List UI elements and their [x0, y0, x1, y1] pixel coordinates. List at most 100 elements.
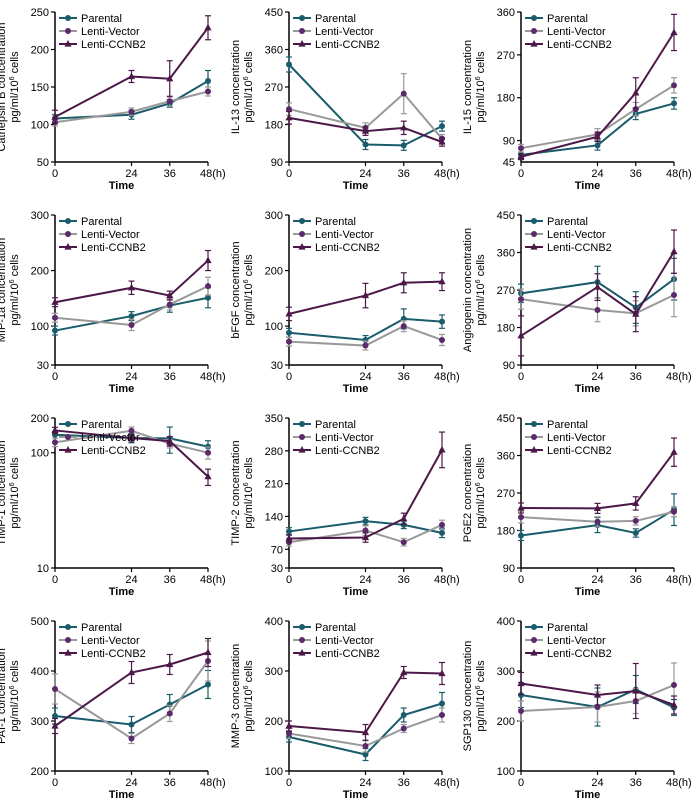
- data-point: [51, 426, 59, 434]
- y-tick-label: 30: [271, 360, 283, 372]
- y-axis-label: bFGF concentration pg/ml/106 cells: [230, 241, 255, 338]
- y-axis-label-line2: pg/ml/106 cells: [243, 457, 255, 529]
- legend-label-parental: Parental: [315, 216, 356, 228]
- series-vector: [286, 319, 445, 351]
- y-tick-label: 90: [503, 563, 515, 575]
- chart-panel-7: 10 100 200 0 24 36 48(h) Time TIMP-1 concentrati…: [0, 413, 226, 598]
- y-tick-label: 100: [265, 321, 283, 333]
- data-point: [594, 142, 601, 149]
- x-axis-label: Time: [109, 789, 134, 801]
- series-line: [54, 296, 209, 332]
- data-point: [166, 301, 173, 308]
- y-tick-label: 10: [37, 563, 49, 575]
- x-tick-label: 36: [398, 371, 410, 383]
- series-ccnb2: [517, 662, 678, 720]
- legend-marker: [65, 624, 71, 630]
- series-line: [520, 451, 675, 510]
- x-axis-label: Time: [575, 789, 600, 801]
- y-tick-label: 30: [271, 563, 283, 575]
- data-point: [517, 504, 525, 511]
- y-tick-label: 360: [265, 45, 283, 57]
- series-line: [288, 317, 443, 342]
- y-tick-label: 450: [265, 7, 283, 19]
- legend-label-parental: Parental: [547, 419, 588, 431]
- legend-marker: [530, 243, 538, 250]
- data-point: [166, 710, 173, 717]
- legend-marker: [531, 218, 537, 224]
- legend-label-vector: Lenti-Vector: [315, 26, 374, 38]
- data-point: [632, 310, 640, 317]
- legend-label-parental: Parental: [547, 13, 588, 25]
- y-axis-label-line2: pg/ml/106 cells: [9, 51, 21, 123]
- legend-label-vector: Lenti-Vector: [315, 229, 374, 241]
- data-point: [439, 700, 445, 707]
- x-tick-label: 0: [52, 777, 58, 789]
- legend-marker: [531, 421, 537, 427]
- series-line: [520, 31, 675, 158]
- legend-marker: [531, 637, 537, 643]
- x-tick-label: 36: [398, 168, 410, 180]
- y-axis-label-line1: TIMP-2 concentration: [230, 440, 242, 545]
- y-axis-label-line2: pg/ml/106 cells: [475, 660, 487, 732]
- x-tick-label: 48(h): [434, 777, 460, 789]
- data-point: [286, 329, 292, 336]
- y-tick-label: 100: [31, 448, 49, 460]
- data-point: [127, 434, 136, 441]
- data-point: [286, 61, 292, 68]
- data-point: [166, 74, 174, 82]
- y-tick-label: 180: [497, 93, 515, 105]
- y-tick-label: 270: [497, 285, 515, 297]
- data-point: [400, 668, 408, 676]
- x-tick-label: 0: [286, 574, 292, 586]
- series-line: [288, 671, 443, 734]
- legend-label-parental: Parental: [81, 216, 122, 228]
- chart-panel-11: 100 200 300 400 0 24 36 48(h) Time MMP-3 concentr…: [230, 616, 460, 801]
- x-tick-label: 36: [630, 574, 642, 586]
- y-tick-label: 270: [497, 50, 515, 62]
- legend-label-vector: Lenti-Vector: [547, 26, 606, 38]
- y-tick-label: 180: [265, 120, 283, 132]
- x-tick-label: 48(h): [666, 574, 692, 586]
- data-point: [517, 152, 525, 160]
- legend-label-ccnb2: Lenti-CCNB2: [315, 39, 380, 51]
- series-ccnb2: [51, 637, 212, 735]
- series-ccnb2: [51, 15, 212, 125]
- legend-marker: [65, 637, 71, 643]
- data-point: [166, 660, 174, 668]
- legend-marker: [299, 421, 305, 427]
- x-tick-label: 0: [286, 168, 292, 180]
- series-vector: [52, 426, 211, 460]
- data-point: [128, 721, 135, 728]
- series-line: [520, 102, 675, 156]
- y-tick-label: 90: [503, 136, 515, 148]
- series-line: [54, 660, 209, 740]
- data-point: [128, 313, 135, 320]
- series-line: [288, 702, 443, 756]
- legend-label-ccnb2: Lenti-CCNB2: [81, 445, 146, 457]
- x-tick-label: 0: [518, 777, 524, 789]
- legend-marker: [299, 218, 305, 224]
- data-point: [593, 283, 602, 290]
- chart-panel-6: 90 180 270 360 450 0 24 36 48(h) Time Angiogenin c…: [462, 210, 692, 395]
- chart-panel-5: 30 100 200 300 0 24 36 48(h) Time bFGF concentrat…: [230, 210, 460, 395]
- legend-label-ccnb2: Lenti-CCNB2: [547, 39, 612, 51]
- x-tick-label: 0: [52, 574, 58, 586]
- series-line: [520, 251, 675, 337]
- data-point: [285, 309, 293, 317]
- x-tick-label: 0: [286, 371, 292, 383]
- data-point: [128, 735, 135, 742]
- y-axis-label-line2: pg/ml/106 cells: [475, 457, 487, 529]
- y-tick-label: 200: [31, 45, 49, 57]
- x-tick-label: 0: [518, 574, 524, 586]
- legend-label-ccnb2: Lenti-CCNB2: [81, 242, 146, 254]
- legend-marker: [299, 15, 305, 21]
- data-point: [400, 539, 407, 546]
- series-line: [54, 259, 209, 304]
- legend-marker: [531, 434, 537, 440]
- x-tick-label: 36: [398, 574, 410, 586]
